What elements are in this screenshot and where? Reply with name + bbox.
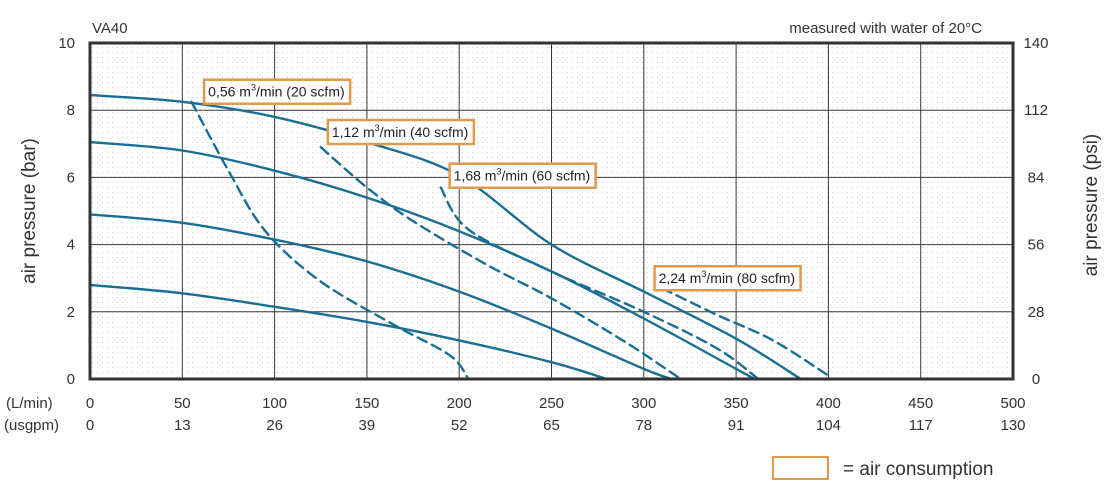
x-tick-label-usgpm: 26 [266,417,283,434]
x-tick-label: 250 [539,395,564,412]
y-tick-label-left: 4 [67,237,75,254]
x-tick-label: 200 [447,395,472,412]
y-axis-ticks-left: 0 2 4 6 8 10 [58,35,75,388]
y-tick-label-right: 0 [1032,371,1040,388]
air-consumption-label: 1,12 m3/min (40 scfm) [326,118,476,146]
x-tick-label-usgpm: 13 [174,417,191,434]
x-tick-label-usgpm: 78 [635,417,652,434]
x-tick-label: 100 [262,395,287,412]
x-tick-label: 50 [174,395,191,412]
chart-title: VA40 [92,20,128,37]
y-tick-label-right: 84 [1028,169,1045,186]
air-consumption-label-box [326,118,476,146]
x-tick-label-usgpm: 130 [1000,417,1025,434]
air-consumption-label-text: 2,24 m3/min (80 scfm) [659,269,796,286]
air-consumption-curve [439,186,760,381]
y-axis-label-right: air pressure (psi) [1081,134,1102,277]
y-tick-label-right: 56 [1028,237,1045,254]
x-axis-ticks: 0 50 100 150 200 250 300 350 400 450 500 [86,395,1026,412]
x-tick-label-usgpm: 0 [86,417,94,434]
y-axis-ticks-right: 0 28 56 84 112 140 [1023,35,1048,388]
air-consumption-label: 0,56 m3/min (20 scfm) [202,78,352,105]
pump-curve [88,213,673,381]
x-axis-label-lmin: (L/min) [6,395,53,412]
y-tick-label-right: 112 [1024,102,1048,119]
y-tick-label-left: 10 [58,35,75,52]
air-consumption-label-text: 0,56 m3/min (20 scfm) [208,83,345,100]
air-consumption-curve [319,146,682,381]
x-tick-label: 300 [631,395,656,412]
x-tick-label: 450 [908,395,933,412]
x-tick-label-usgpm: 52 [451,417,468,434]
x-tick-label: 400 [816,395,841,412]
y-tick-label-left: 2 [67,304,75,321]
chart-subtitle: measured with water of 20°C [789,20,982,37]
air-consumption-curve [661,287,830,377]
x-tick-label: 500 [1000,395,1025,412]
air-consumption-label: 1,68 m3/min (60 scfm) [448,162,597,189]
y-tick-label-right: 140 [1023,35,1048,52]
air-consumption-label-box [653,264,802,292]
air-consumption-curve [190,100,470,381]
pump-curve [88,140,756,381]
x-tick-label: 350 [724,395,749,412]
air-consumption-label-box [202,78,352,105]
y-tick-label-left: 8 [67,102,75,119]
y-tick-label-left: 6 [67,169,75,186]
x-axis-label-usgpm: (usgpm) [4,417,59,434]
x-tick-label-usgpm: 91 [728,417,745,434]
x-tick-label-usgpm: 117 [909,417,933,434]
x-tick-label-usgpm: 39 [359,417,376,434]
y-axis-label-left: air pressure (bar) [19,138,40,284]
x-tick-label-usgpm: 65 [543,417,560,434]
y-tick-label-left: 0 [67,371,75,388]
air-consumption-label-text: 1,68 m3/min (60 scfm) [454,167,591,184]
x-tick-label-usgpm: 104 [816,417,841,434]
annotations: 0,56 m3/min (20 scfm) 1,12 m3/min (40 scf… [202,78,802,292]
air-consumption-label-text: 1,12 m3/min (40 scfm) [332,123,469,140]
legend-text: = air consumption [843,459,994,480]
x-tick-label: 0 [86,395,94,412]
air-consumption-label-box [448,162,597,189]
pump-curve [88,283,609,381]
plot-frame [88,41,1015,381]
air-consumption-label: 2,24 m3/min (80 scfm) [653,264,802,292]
x-axis-ticks-usgpm: 0 13 26 39 52 65 78 91 104 117 130 [86,417,1026,434]
legend-swatch [772,456,829,480]
x-tick-label: 150 [354,395,379,412]
y-tick-label-right: 28 [1028,304,1045,321]
